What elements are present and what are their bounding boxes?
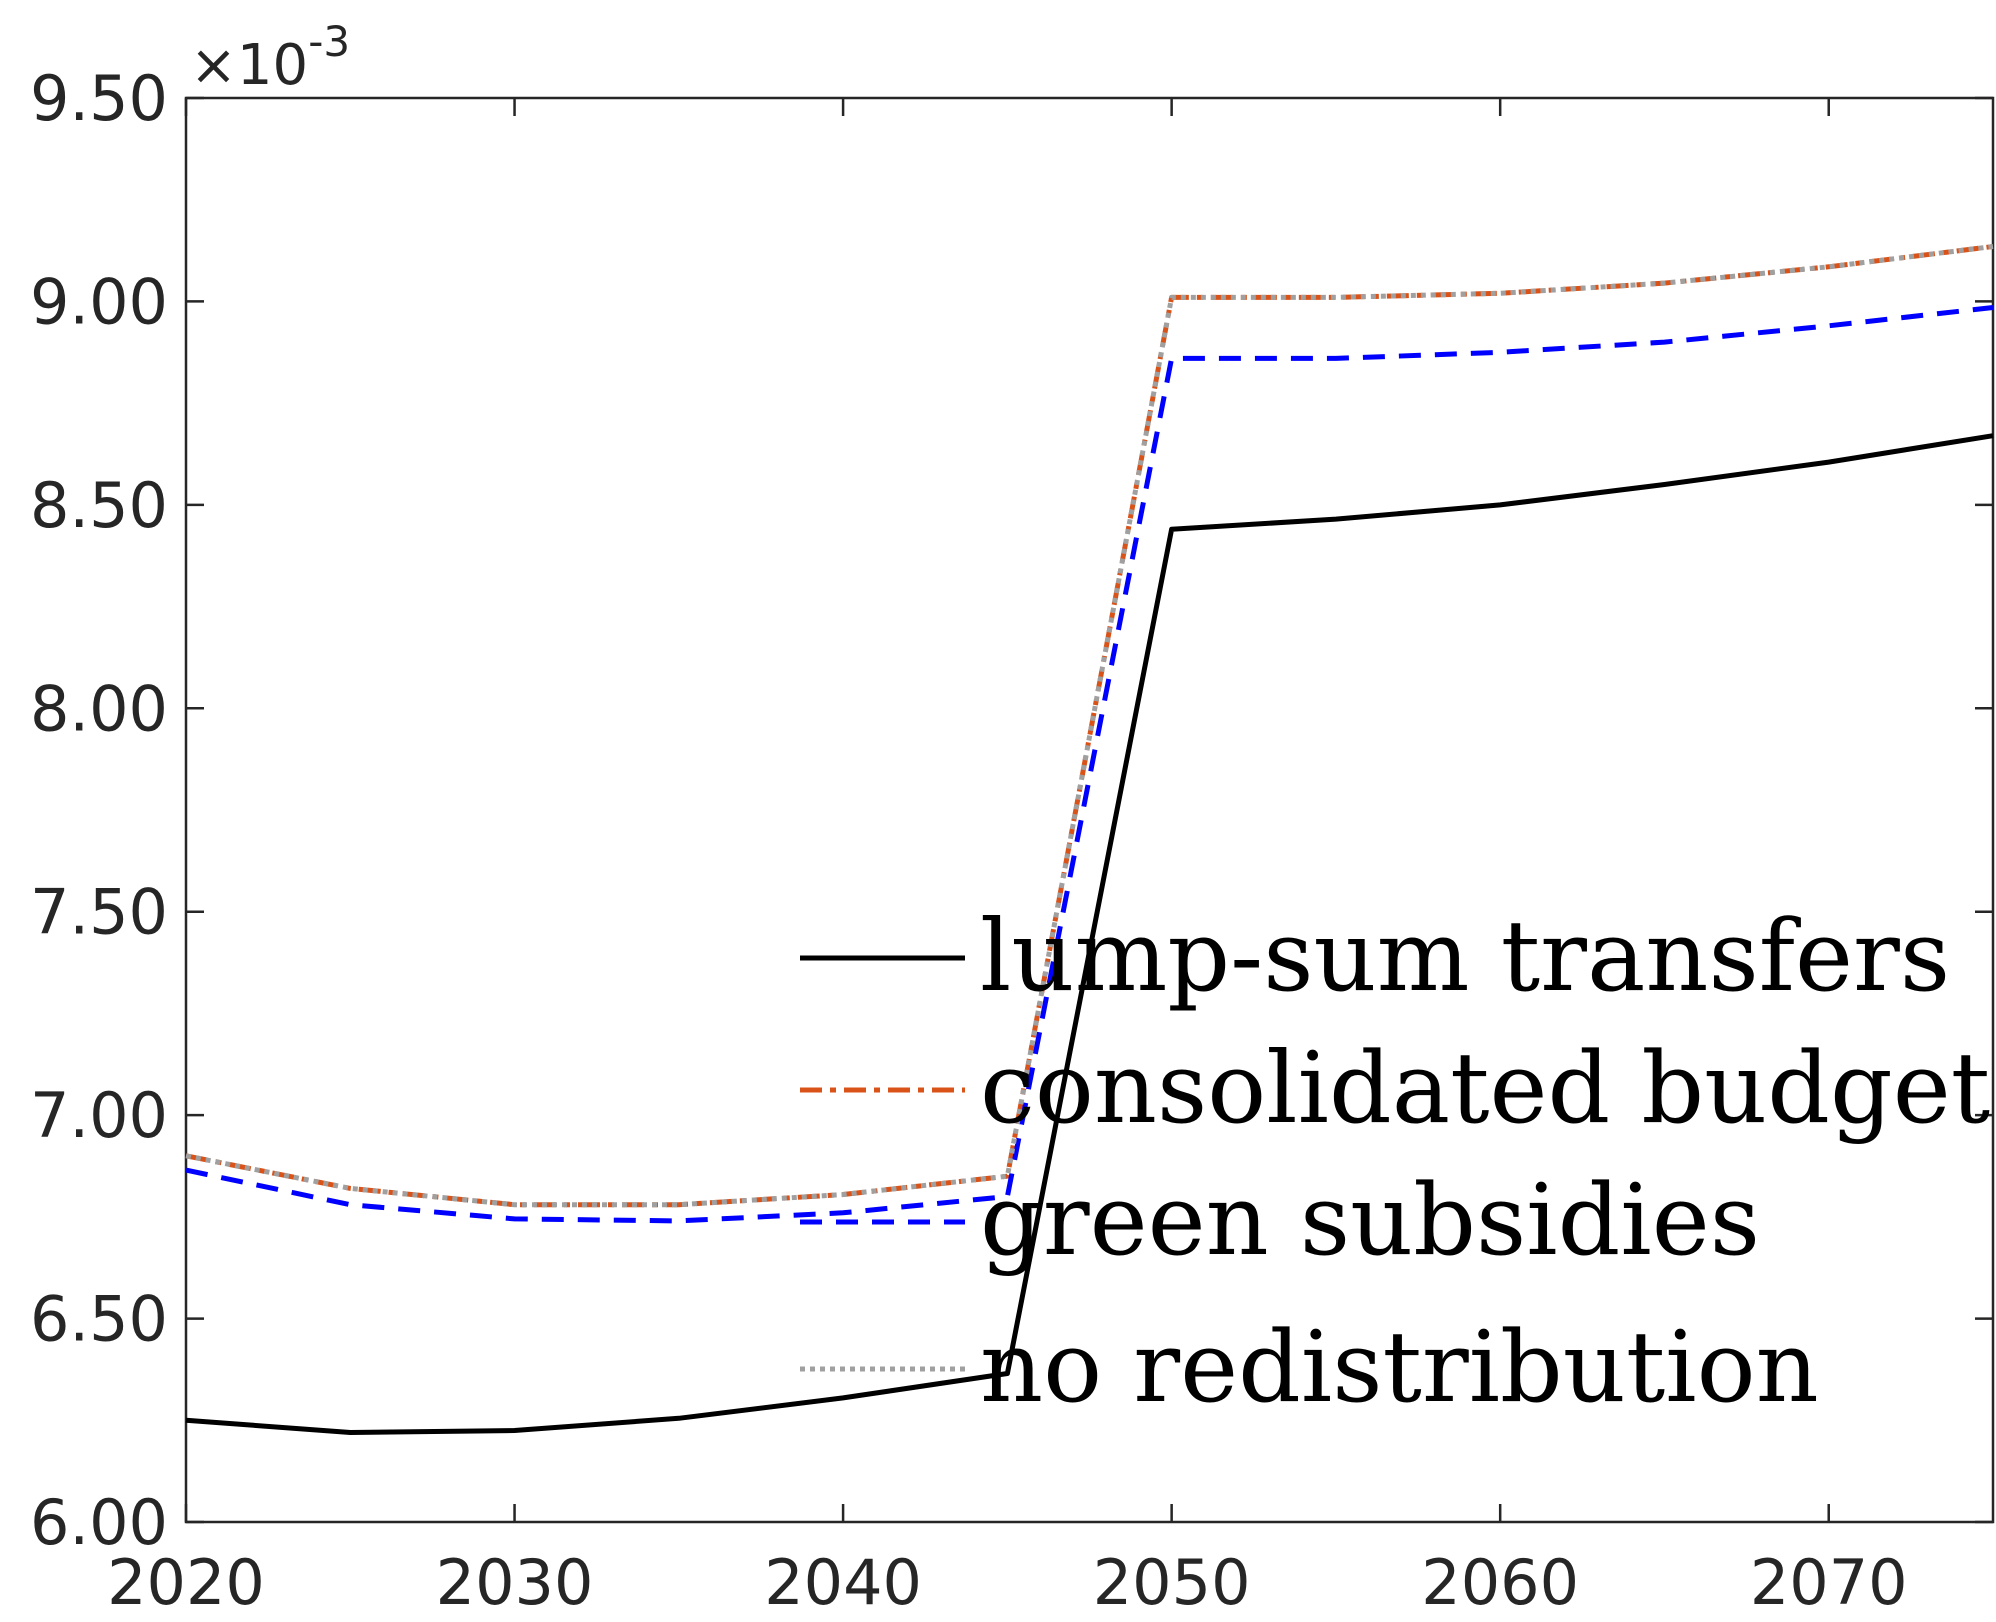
y-tick-label: 6.00	[30, 1486, 168, 1559]
x-tick-label: 2070	[1750, 1546, 1908, 1619]
y-tick-label: 7.50	[30, 876, 168, 949]
x-tick-label: 2020	[107, 1546, 265, 1619]
plot-area-frame	[184, 96, 1995, 1524]
x-tick-label: 2060	[1421, 1546, 1579, 1619]
legend-label-2: consolidated budget	[980, 1032, 1990, 1146]
x-tick-label: 2030	[436, 1546, 594, 1619]
y-axis-multiplier: ×10-3	[190, 17, 350, 98]
series-line-4	[185, 244, 1994, 1208]
multiplier-exponent: -3	[308, 17, 350, 66]
legend-label-4: no redistribution	[980, 1311, 1819, 1425]
legend-label-3: green subsidies	[980, 1164, 1760, 1278]
y-tick-label: 8.50	[30, 469, 168, 542]
x-tick-label: 2050	[1093, 1546, 1251, 1619]
series-line-3	[185, 305, 1994, 1224]
y-tick-label: 9.50	[30, 62, 168, 135]
y-tick-label: 9.00	[30, 265, 168, 338]
y-tick-label: 7.00	[30, 1079, 168, 1152]
x-tick-label: 2040	[764, 1546, 922, 1619]
legend-label-1: lump-sum transfers	[980, 900, 1950, 1014]
y-tick-label: 6.50	[30, 1283, 168, 1356]
series-line-1	[185, 433, 1994, 1435]
y-tick-label: 8.00	[30, 672, 168, 745]
multiplier-base: ×10	[190, 33, 308, 98]
